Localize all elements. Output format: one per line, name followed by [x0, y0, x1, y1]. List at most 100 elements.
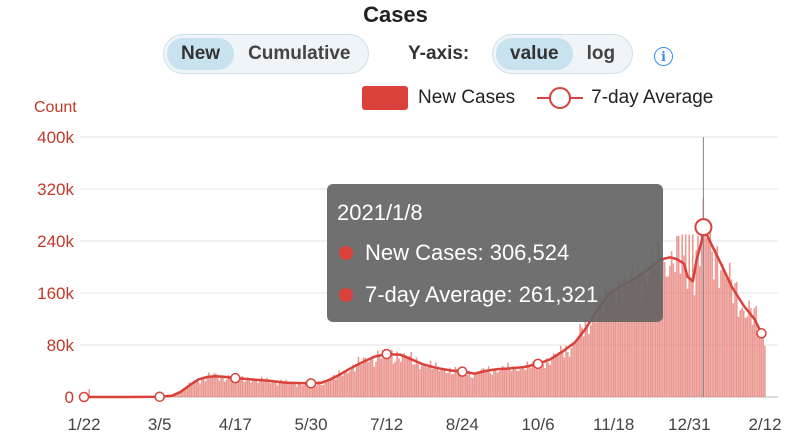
- daily-case-bar: [310, 382, 312, 397]
- daily-case-bar: [468, 370, 471, 397]
- daily-case-bar: [697, 236, 699, 397]
- daily-case-bar: [278, 382, 281, 397]
- daily-case-bar: [202, 376, 205, 397]
- mode-cumulative-button[interactable]: Cumulative: [248, 43, 351, 64]
- daily-case-bar: [345, 370, 347, 397]
- daily-case-bar: [635, 287, 638, 397]
- daily-case-bar: [516, 370, 518, 397]
- daily-case-bar: [456, 368, 458, 397]
- daily-case-bar: [315, 385, 317, 397]
- daily-case-bar: [614, 301, 617, 397]
- daily-case-bar: [732, 303, 735, 397]
- daily-case-bar: [718, 287, 720, 397]
- daily-case-bar: [704, 224, 706, 397]
- daily-case-bar: [670, 251, 673, 397]
- daily-case-bar: [230, 379, 233, 397]
- daily-case-bar: [535, 364, 537, 397]
- daily-case-bar: [438, 371, 441, 397]
- daily-case-bar: [700, 232, 703, 397]
- daily-case-bar: [209, 376, 212, 397]
- daily-case-bar: [637, 264, 639, 397]
- daily-case-bar: [280, 379, 282, 397]
- daily-case-bar: [271, 381, 273, 397]
- legend-line-marker[interactable]: [537, 86, 584, 110]
- daily-case-bar: [521, 366, 523, 397]
- daily-case-bar: [303, 385, 305, 397]
- yaxis-value-button[interactable]: value: [496, 38, 573, 70]
- daily-case-bar: [686, 288, 689, 397]
- daily-case-bar: [570, 348, 573, 397]
- daily-case-bar: [568, 356, 571, 397]
- daily-case-bar: [373, 366, 376, 397]
- legend-line-label[interactable]: 7-day Average: [591, 87, 714, 108]
- daily-case-bar: [531, 361, 534, 397]
- daily-case-bar: [260, 376, 263, 397]
- daily-case-bar: [517, 370, 520, 397]
- daily-case-bar: [663, 262, 666, 397]
- daily-case-bar: [405, 355, 407, 397]
- daily-case-bar: [234, 375, 237, 397]
- daily-case-bar: [179, 392, 182, 397]
- daily-case-bar: [413, 364, 416, 397]
- daily-case-bar: [676, 235, 678, 397]
- highlight-marker: [694, 218, 713, 237]
- daily-case-bar: [322, 384, 324, 397]
- daily-case-bar: [727, 277, 729, 397]
- mode-new-button[interactable]: New: [167, 38, 235, 70]
- daily-case-bar: [459, 370, 462, 397]
- daily-case-bar: [640, 301, 643, 397]
- daily-case-bar: [549, 364, 551, 397]
- daily-case-bar: [262, 381, 265, 397]
- daily-case-bar: [711, 251, 713, 397]
- daily-case-bar: [347, 373, 349, 397]
- daily-case-bar: [466, 374, 469, 397]
- legend-bars-label[interactable]: New Cases: [418, 87, 516, 108]
- daily-case-bar: [331, 376, 333, 397]
- daily-case-bar: [457, 371, 460, 397]
- daily-case-bar: [276, 385, 279, 397]
- daily-case-bar: [354, 371, 356, 397]
- yaxis-log-button[interactable]: log: [586, 43, 616, 64]
- daily-case-bar: [487, 366, 490, 397]
- daily-case-bar: [748, 300, 750, 397]
- average-marker: [457, 366, 468, 377]
- daily-case-bar: [447, 372, 449, 397]
- daily-case-bar: [378, 356, 381, 397]
- daily-case-bar: [318, 381, 321, 397]
- info-icon[interactable]: i: [654, 47, 673, 66]
- daily-case-bar: [366, 361, 368, 397]
- daily-case-bar: [329, 379, 332, 397]
- daily-case-bar: [472, 378, 474, 397]
- x-tick-label: 10/6: [521, 415, 554, 434]
- daily-case-bar: [628, 278, 631, 397]
- daily-case-bar: [338, 370, 340, 397]
- daily-case-bar: [220, 376, 222, 397]
- daily-case-bar: [229, 378, 231, 397]
- daily-case-bar: [267, 380, 270, 397]
- daily-case-bar: [581, 327, 583, 397]
- daily-case-bar: [253, 378, 256, 397]
- daily-case-bar: [403, 353, 405, 397]
- daily-case-bar: [630, 270, 632, 397]
- daily-case-bar: [716, 246, 719, 397]
- legend-bars-swatch[interactable]: [362, 86, 408, 110]
- daily-case-bar: [626, 287, 629, 397]
- daily-case-bar: [679, 273, 682, 397]
- daily-case-bar: [743, 310, 745, 397]
- daily-case-bar: [588, 333, 590, 397]
- daily-case-bar: [695, 250, 698, 397]
- daily-case-bar: [750, 308, 752, 397]
- daily-case-bar: [248, 380, 251, 397]
- daily-case-bar: [193, 380, 196, 397]
- daily-case-bar: [739, 310, 742, 397]
- daily-case-bar: [450, 374, 453, 397]
- daily-case-bar: [281, 383, 284, 397]
- y-axis-title: Count: [34, 99, 77, 116]
- daily-case-bar: [211, 377, 214, 397]
- daily-case-bar: [579, 323, 581, 397]
- daily-case-bar: [362, 357, 365, 397]
- average-marker: [756, 328, 767, 339]
- daily-case-bar: [274, 382, 277, 397]
- daily-case-bar: [408, 355, 411, 397]
